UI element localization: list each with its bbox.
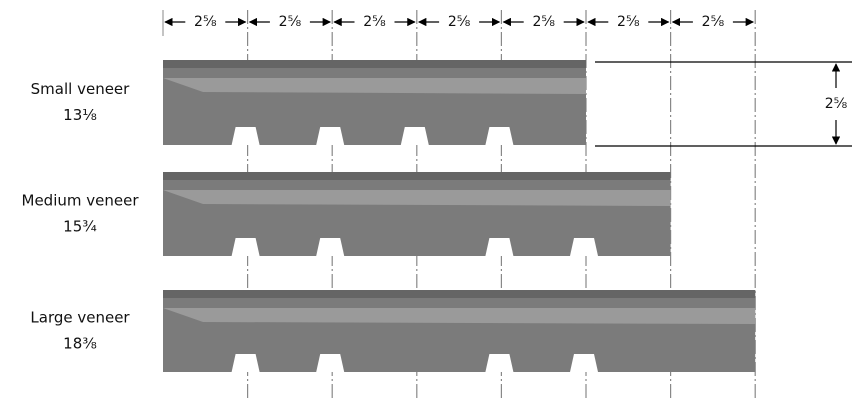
dimension-label: 2⅝ — [194, 14, 217, 30]
dimension-label: 2⅝ — [279, 14, 302, 30]
veneer-face — [163, 78, 586, 94]
veneer-diagram: 2⅝ 2⅝ 2⅝ 2⅝ 2⅝ 2⅝ 2⅝ 2⅝ Small veneer 13⅛ Medium … — [0, 0, 865, 400]
veneer-top — [163, 290, 755, 298]
notch — [570, 354, 598, 372]
veneer-blocks — [163, 60, 755, 372]
notch — [570, 238, 598, 256]
veneer-name: Large veneer — [30, 309, 130, 327]
dimension-label: 2⅝ — [448, 14, 471, 30]
dimension-label: 2⅝ — [702, 14, 725, 30]
notch — [232, 238, 260, 256]
notch — [232, 127, 260, 145]
veneer-name: Medium veneer — [22, 192, 140, 210]
veneer-name: Small veneer — [31, 80, 130, 98]
veneer-face — [163, 308, 755, 324]
veneer — [163, 60, 586, 145]
notch — [316, 127, 344, 145]
notch — [485, 354, 513, 372]
veneer-top — [163, 172, 671, 180]
height-dimension: 2⅝ — [595, 62, 852, 146]
dimension-label: 2⅝ — [363, 14, 386, 30]
veneer — [163, 290, 755, 372]
notch — [401, 127, 429, 145]
top-dimensions: 2⅝ 2⅝ 2⅝ 2⅝ 2⅝ 2⅝ 2⅝ — [165, 14, 753, 30]
notch — [316, 238, 344, 256]
notch — [232, 354, 260, 372]
veneer-length: 13⅛ — [63, 106, 97, 124]
dimension-label: 2⅝ — [617, 14, 640, 30]
veneer-length: 18⅜ — [63, 335, 97, 353]
notch — [485, 238, 513, 256]
notch — [316, 354, 344, 372]
veneer-face — [163, 190, 671, 206]
veneer-top — [163, 60, 586, 68]
notch — [485, 127, 513, 145]
veneer-length: 15¾ — [63, 218, 97, 236]
dimension-label: 2⅝ — [532, 14, 555, 30]
veneer-body — [163, 60, 586, 145]
veneer — [163, 172, 671, 256]
height-label: 2⅝ — [825, 96, 848, 112]
